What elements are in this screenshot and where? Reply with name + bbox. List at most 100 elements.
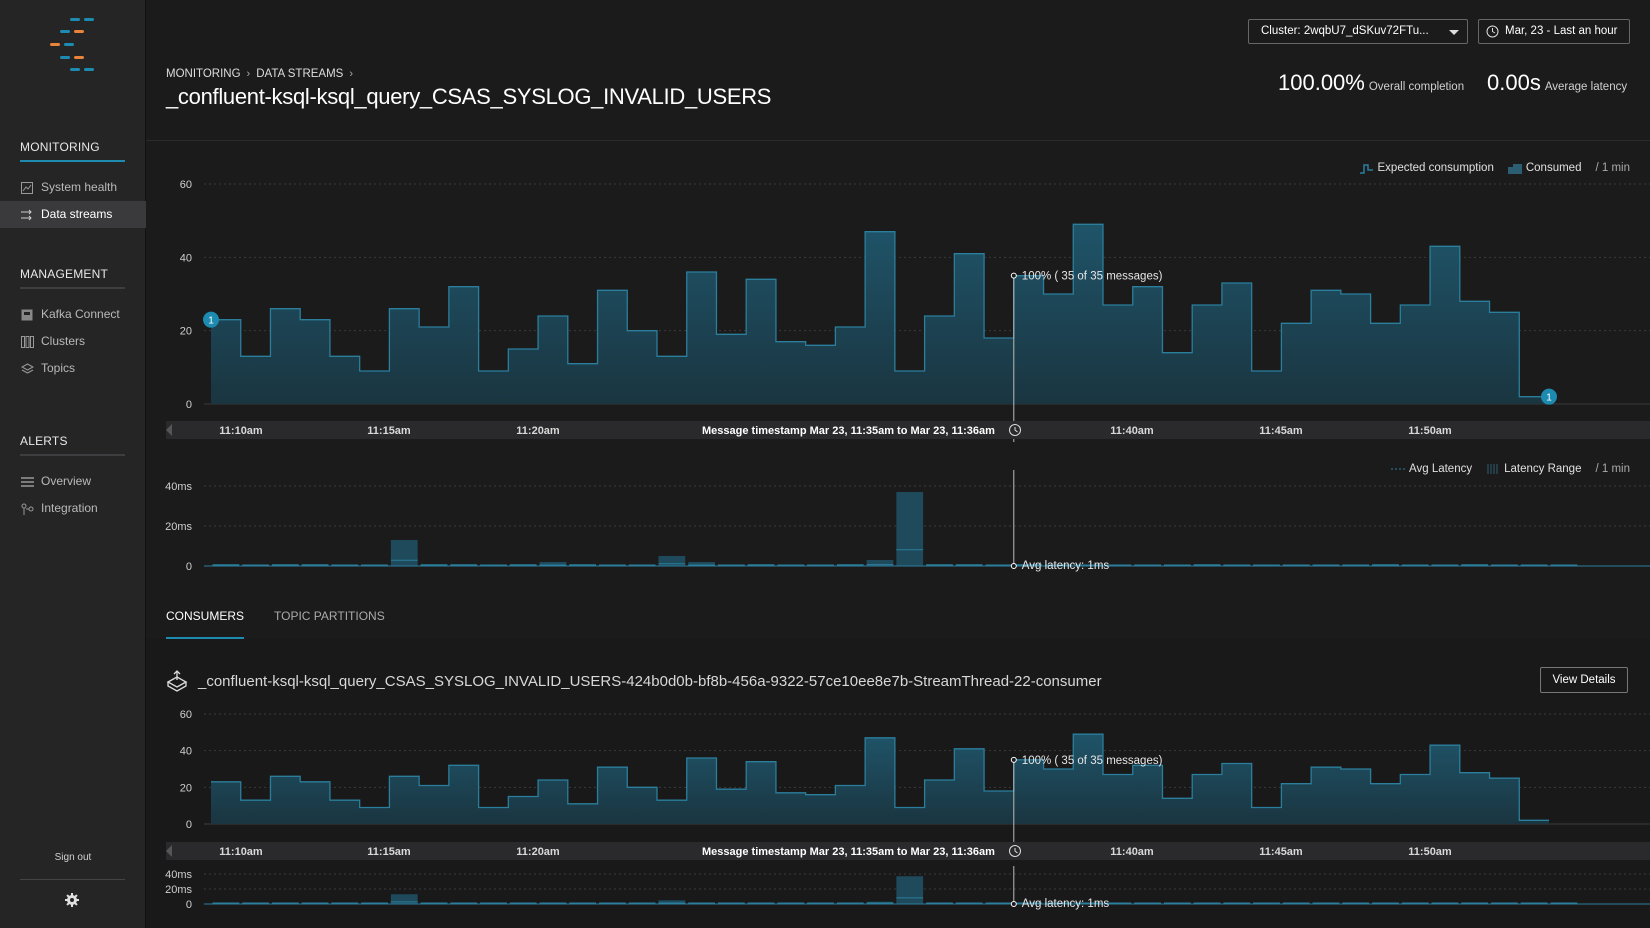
consumed-bar [508, 349, 538, 404]
consumed-bar [330, 800, 360, 824]
legend-expected-label: Expected consumption [1377, 162, 1494, 175]
sidebar-item-label: Topics [41, 361, 76, 375]
legend-latency-range[interactable]: Latency Range [1486, 463, 1581, 475]
divider [20, 879, 125, 880]
consumed-bar [1073, 734, 1103, 824]
main-content: MONITORING › DATA STREAMS › _confluent-k… [146, 0, 1650, 928]
latency-range-bar [390, 894, 418, 904]
x-tick-label: 11:50am [1408, 425, 1452, 437]
consumed-bar [449, 287, 479, 404]
breadcrumb-monitoring[interactable]: MONITORING [166, 68, 241, 80]
sidebar-item-label: Clusters [41, 334, 86, 348]
tab-bar: CONSUMERS TOPIC PARTITIONS [166, 606, 385, 639]
x-tick-label: 11:15am [367, 846, 411, 858]
bar-area-icon [1507, 164, 1522, 174]
time-range-button[interactable]: Mar, 23 - Last an hour [1478, 19, 1630, 44]
cluster-select-value: Cluster: 2wqbU7_dSKuv72FTu... [1261, 25, 1429, 37]
latency-range-bar [896, 492, 924, 566]
sidebar-item-topics[interactable]: Topics [0, 355, 146, 382]
marker-badge-label: 1 [1546, 393, 1552, 404]
y-tick-label: 60 [180, 179, 192, 191]
consumed-bar [1460, 301, 1490, 404]
sidebar: MONITORING System health Data streams MA… [0, 0, 146, 928]
consumed-bar [984, 791, 1014, 824]
consumed-bar [865, 232, 895, 404]
consumed-bar [1222, 764, 1252, 825]
window-label: Message timestamp Mar 23, 11:35am to Mar… [702, 846, 995, 858]
y-tick-label: 20 [180, 326, 192, 338]
consumed-bar [449, 765, 479, 824]
legend-interval: / 1 min [1595, 463, 1630, 476]
connect-icon [20, 308, 34, 322]
cursor-tooltip: Avg latency: 1ms [1022, 560, 1110, 572]
consumed-bar [1460, 773, 1490, 824]
cluster-select[interactable]: Cluster: 2wqbU7_dSKuv72FTu... [1248, 19, 1468, 44]
clock-icon [1009, 845, 1021, 857]
gear-icon[interactable] [64, 892, 80, 908]
consumed-bar [1490, 778, 1520, 824]
completion-value: 100.00% [1278, 70, 1365, 95]
latency-legend: Avg Latency Latency Range / 1 min [1391, 463, 1630, 475]
sidebar-item-kafka-connect[interactable]: Kafka Connect [0, 301, 146, 328]
consumed-bar [1192, 305, 1222, 404]
latency-range-bar [658, 556, 686, 566]
consumed-bar [1133, 287, 1163, 404]
sidebar-item-data-streams[interactable]: Data streams [0, 201, 146, 228]
consumption-chart: 60 40 20 0 100% ( 35 of 35 messages) 11:10am 1… [166, 179, 1650, 442]
legend-consumed[interactable]: Consumed [1507, 162, 1581, 174]
x-tick-label: 11:50am [1408, 846, 1452, 858]
y-tick-label: 0 [186, 819, 192, 831]
marker-badge [1541, 388, 1557, 405]
x-tick-label: 11:45am [1259, 846, 1303, 858]
x-tick-label: 11:10am [219, 425, 263, 437]
step-line-icon [1359, 164, 1373, 174]
consumed-bar [657, 800, 687, 824]
nav-section-monitoring: MONITORING System health Data streams [0, 134, 146, 228]
nav-divider [20, 287, 125, 289]
range-bars-icon [1487, 464, 1498, 474]
consumed-bar [954, 749, 984, 824]
logo-icon [50, 18, 94, 71]
consumed-area [211, 224, 1549, 404]
sidebar-item-system-health[interactable]: System health [0, 174, 146, 201]
sign-out-link[interactable]: Sign out [54, 852, 92, 863]
consumed-bar [806, 795, 836, 824]
view-details-button[interactable]: View Details [1540, 667, 1628, 693]
scroll-left-icon [166, 424, 172, 436]
tab-consumers[interactable]: CONSUMERS [166, 606, 245, 639]
cursor-point [1010, 901, 1017, 907]
sidebar-item-integration[interactable]: Integration [0, 495, 146, 522]
y-tick-label: 20 [180, 782, 192, 794]
breadcrumb-data-streams[interactable]: DATA STREAMS [256, 68, 344, 80]
completion-label: Overall completion [1368, 81, 1465, 93]
consumer-name: _confluent-ksql-ksql_query_CSAS_SYSLOG_I… [198, 672, 1102, 690]
consumed-bar [1281, 323, 1311, 404]
nav-section-title: ALERTS [20, 434, 68, 448]
list-icon [20, 475, 34, 489]
latency-label: Average latency [1544, 81, 1628, 93]
sidebar-item-clusters[interactable]: Clusters [0, 328, 146, 355]
consumed-bar [925, 316, 955, 404]
scroll-left-icon [166, 845, 172, 857]
legend-expected[interactable]: Expected consumption [1359, 162, 1494, 175]
latency-range-bar [539, 562, 567, 566]
consumed-bar [687, 758, 717, 824]
y-tick-label: 40ms [165, 869, 192, 881]
x-tick-label: 11:20am [516, 846, 560, 858]
consumed-bar [270, 776, 300, 824]
latency-chart: 40ms 20ms 0 Avg latency: 1ms [165, 470, 1650, 573]
latency-range-bar [390, 540, 418, 566]
legend-avg-latency[interactable]: Avg Latency [1391, 463, 1472, 475]
consumed-bar [568, 364, 598, 404]
x-tick-label: 11:40am [1110, 425, 1154, 437]
consumed-bar [479, 371, 509, 404]
tab-topic-partitions[interactable]: TOPIC PARTITIONS [274, 609, 385, 623]
sidebar-item-overview[interactable]: Overview [0, 468, 146, 495]
chevron-down-icon [1449, 30, 1459, 35]
latency-range-bar [658, 900, 686, 904]
consumer-icon [166, 670, 188, 692]
consumed-bar [1371, 323, 1401, 404]
consumed-bar [1192, 775, 1222, 825]
consumed-bar [1252, 371, 1282, 404]
y-tick-label: 40 [180, 746, 192, 758]
